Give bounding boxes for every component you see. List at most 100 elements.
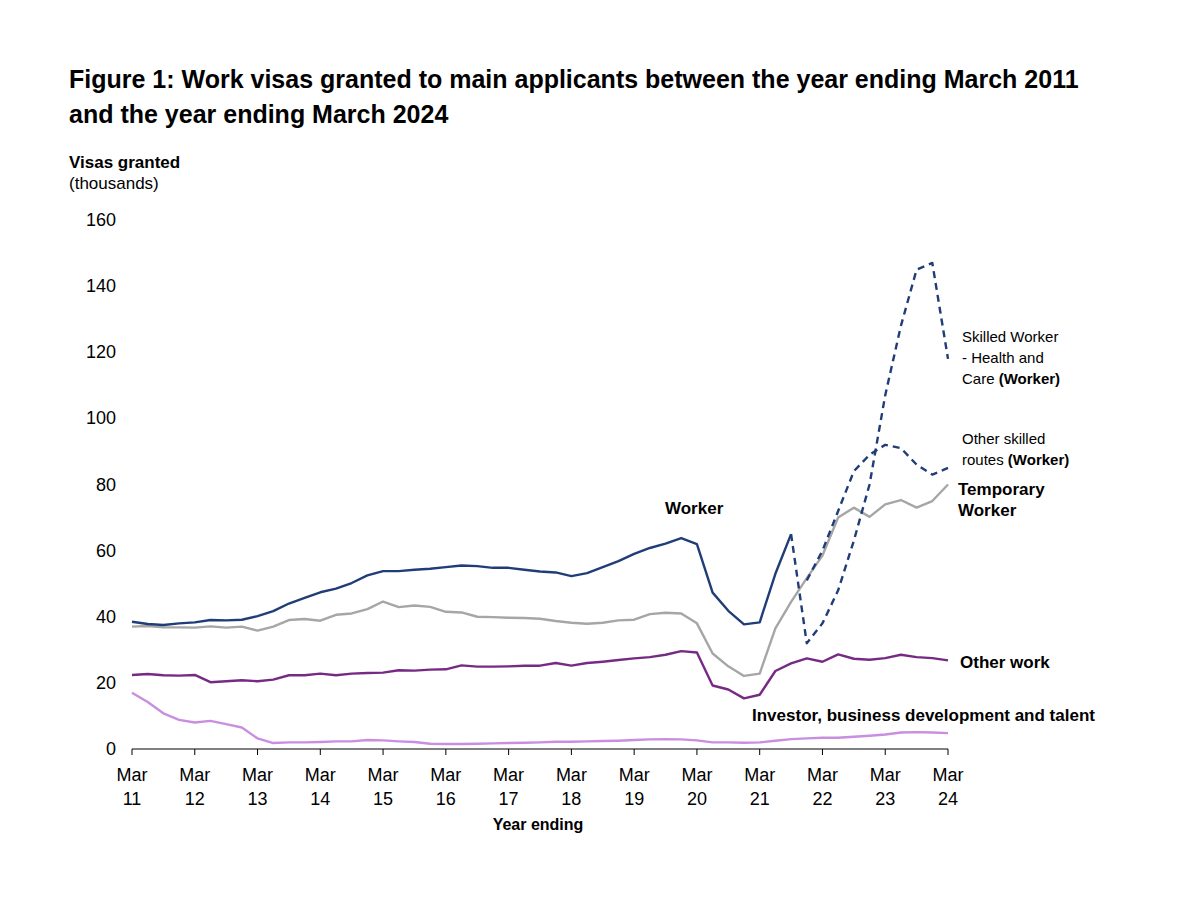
x-tick-label-line: 14 (310, 789, 330, 809)
x-tick-label: Mar 21 (744, 765, 775, 809)
x-tick (696, 749, 697, 755)
title-line: Figure 1: Work visas granted to main app… (69, 65, 1079, 93)
y-tick-label: 40 (96, 607, 116, 627)
series-label-word: and (1015, 349, 1044, 366)
page: {"chart_data": { "type": "line", "title"… (0, 0, 1200, 900)
series-label-word: (Worker) (995, 370, 1061, 387)
title: Figure 1: Work visas granted to main app… (69, 65, 1079, 128)
x-tick-label: Mar 23 (870, 765, 901, 809)
x-tick-label: Mar 15 (368, 765, 399, 809)
series-label-word: Health (967, 349, 1015, 366)
x-tick-label-line: 17 (499, 789, 519, 809)
x-tick (634, 749, 635, 755)
x-tick (948, 749, 949, 755)
x-tick-label-line: 22 (812, 789, 832, 809)
y-tick-label: 20 (96, 673, 116, 693)
x-tick (257, 749, 258, 755)
x-tick-label: Mar 20 (681, 765, 712, 809)
x-tick-label-line: Mar (117, 765, 148, 785)
x-tick-label-line: 21 (750, 789, 770, 809)
x-tick-label: Mar 16 (430, 765, 461, 809)
series-label-word: Temporary (958, 480, 1045, 499)
series-label: Worker (665, 499, 724, 518)
x-tick-label-line: Mar (744, 765, 775, 785)
x-tick-label-line: 18 (561, 789, 581, 809)
y-tick-label: 120 (86, 342, 116, 362)
x-tick-label-line: Mar (556, 765, 587, 785)
y-axis-note: (thousands) (69, 174, 159, 193)
y-tick-label: 160 (86, 210, 116, 230)
x-tick (822, 749, 823, 755)
series-label-word: Other (962, 430, 1000, 447)
series-label-word: development (900, 706, 1010, 725)
x-tick (508, 749, 509, 755)
chart: Figure 1: Work visas granted to main app… (0, 0, 1200, 900)
x-tick-label-line: 11 (123, 789, 142, 809)
x-tick-label: Mar 22 (807, 765, 838, 809)
y-tick-label: 100 (86, 408, 116, 428)
series-line (132, 693, 948, 744)
x-tick-label-line: 23 (875, 789, 895, 809)
series-label-word: business (822, 706, 900, 725)
x-tick-label-line: 16 (436, 789, 456, 809)
x-tick-label-line: 15 (373, 789, 393, 809)
x-tick-label-line: 24 (938, 789, 958, 809)
x-tick-label-line: 13 (248, 789, 268, 809)
y-tick-label: 80 (96, 475, 116, 495)
series-label-word: Skilled (962, 328, 1006, 345)
x-tick (759, 749, 760, 755)
y-tick-label: 60 (96, 541, 116, 561)
x-tick-label-line: Mar (870, 765, 901, 785)
x-tick (320, 749, 321, 755)
series-label-word: (Worker) (1004, 451, 1070, 468)
x-tick-label-line: Mar (305, 765, 336, 785)
series-label-word: talent (1045, 706, 1095, 725)
y-tick-label: 140 (86, 276, 116, 296)
x-tick-label: Mar 11 (117, 765, 148, 809)
series-label-word: routes (962, 451, 1004, 468)
series-line (132, 485, 948, 676)
x-tick-label-line: 12 (185, 789, 205, 809)
x-tick-label: Mar 13 (242, 765, 273, 809)
series-label-word: Investor, (752, 706, 822, 725)
y-tick-label: 0 (106, 739, 116, 759)
x-tick-label-line: 19 (624, 789, 644, 809)
plot-area (132, 263, 948, 744)
x-tick-label-line: Mar (179, 765, 210, 785)
series-label-word: Worker (1006, 328, 1058, 345)
y-axis-title: Visas granted (69, 153, 180, 172)
series-label: Temporary Worker (958, 480, 1045, 520)
x-tick-label-line: Mar (430, 765, 461, 785)
x-axis-title: Year ending (493, 816, 584, 833)
series-label: Other work (960, 653, 1050, 672)
x-tick-label-line: Mar (619, 765, 650, 785)
x-tick (132, 749, 133, 755)
x-tick-label-line: Mar (493, 765, 524, 785)
series-label: Investor, business development and talen… (752, 706, 1095, 725)
series-line (132, 651, 948, 698)
x-tick-label: Mar 14 (305, 765, 336, 809)
x-tick-label-line: Mar (242, 765, 273, 785)
title-line: and the year ending March 2024 (69, 100, 448, 128)
series-label-word: skilled (1000, 430, 1046, 447)
x-axis-line (132, 749, 948, 750)
x-tick-label-line: Mar (807, 765, 838, 785)
x-tick (383, 749, 384, 755)
x-tick-label: Mar 18 (556, 765, 587, 809)
x-tick (571, 749, 572, 755)
x-tick (885, 749, 886, 755)
x-tick-label: Mar24 (933, 765, 964, 809)
series-label-word: Worker (665, 499, 724, 518)
series-label: Skilled Worker- Health andCare (Worker) (962, 328, 1060, 387)
x-tick-label-line: Mar (368, 765, 399, 785)
series-label: Other skilled routes (Worker) (962, 430, 1069, 468)
x-tick-label-line: 20 (687, 789, 707, 809)
series-line (132, 534, 791, 625)
series-label-word: and (1010, 706, 1045, 725)
x-tick-label-line: Mar (681, 765, 712, 785)
x-tick-label: Mar 17 (493, 765, 524, 809)
series-label-word: Worker (958, 501, 1017, 520)
x-tick (445, 749, 446, 755)
x-tick (194, 749, 195, 755)
x-tick-label: Mar 12 (179, 765, 210, 809)
